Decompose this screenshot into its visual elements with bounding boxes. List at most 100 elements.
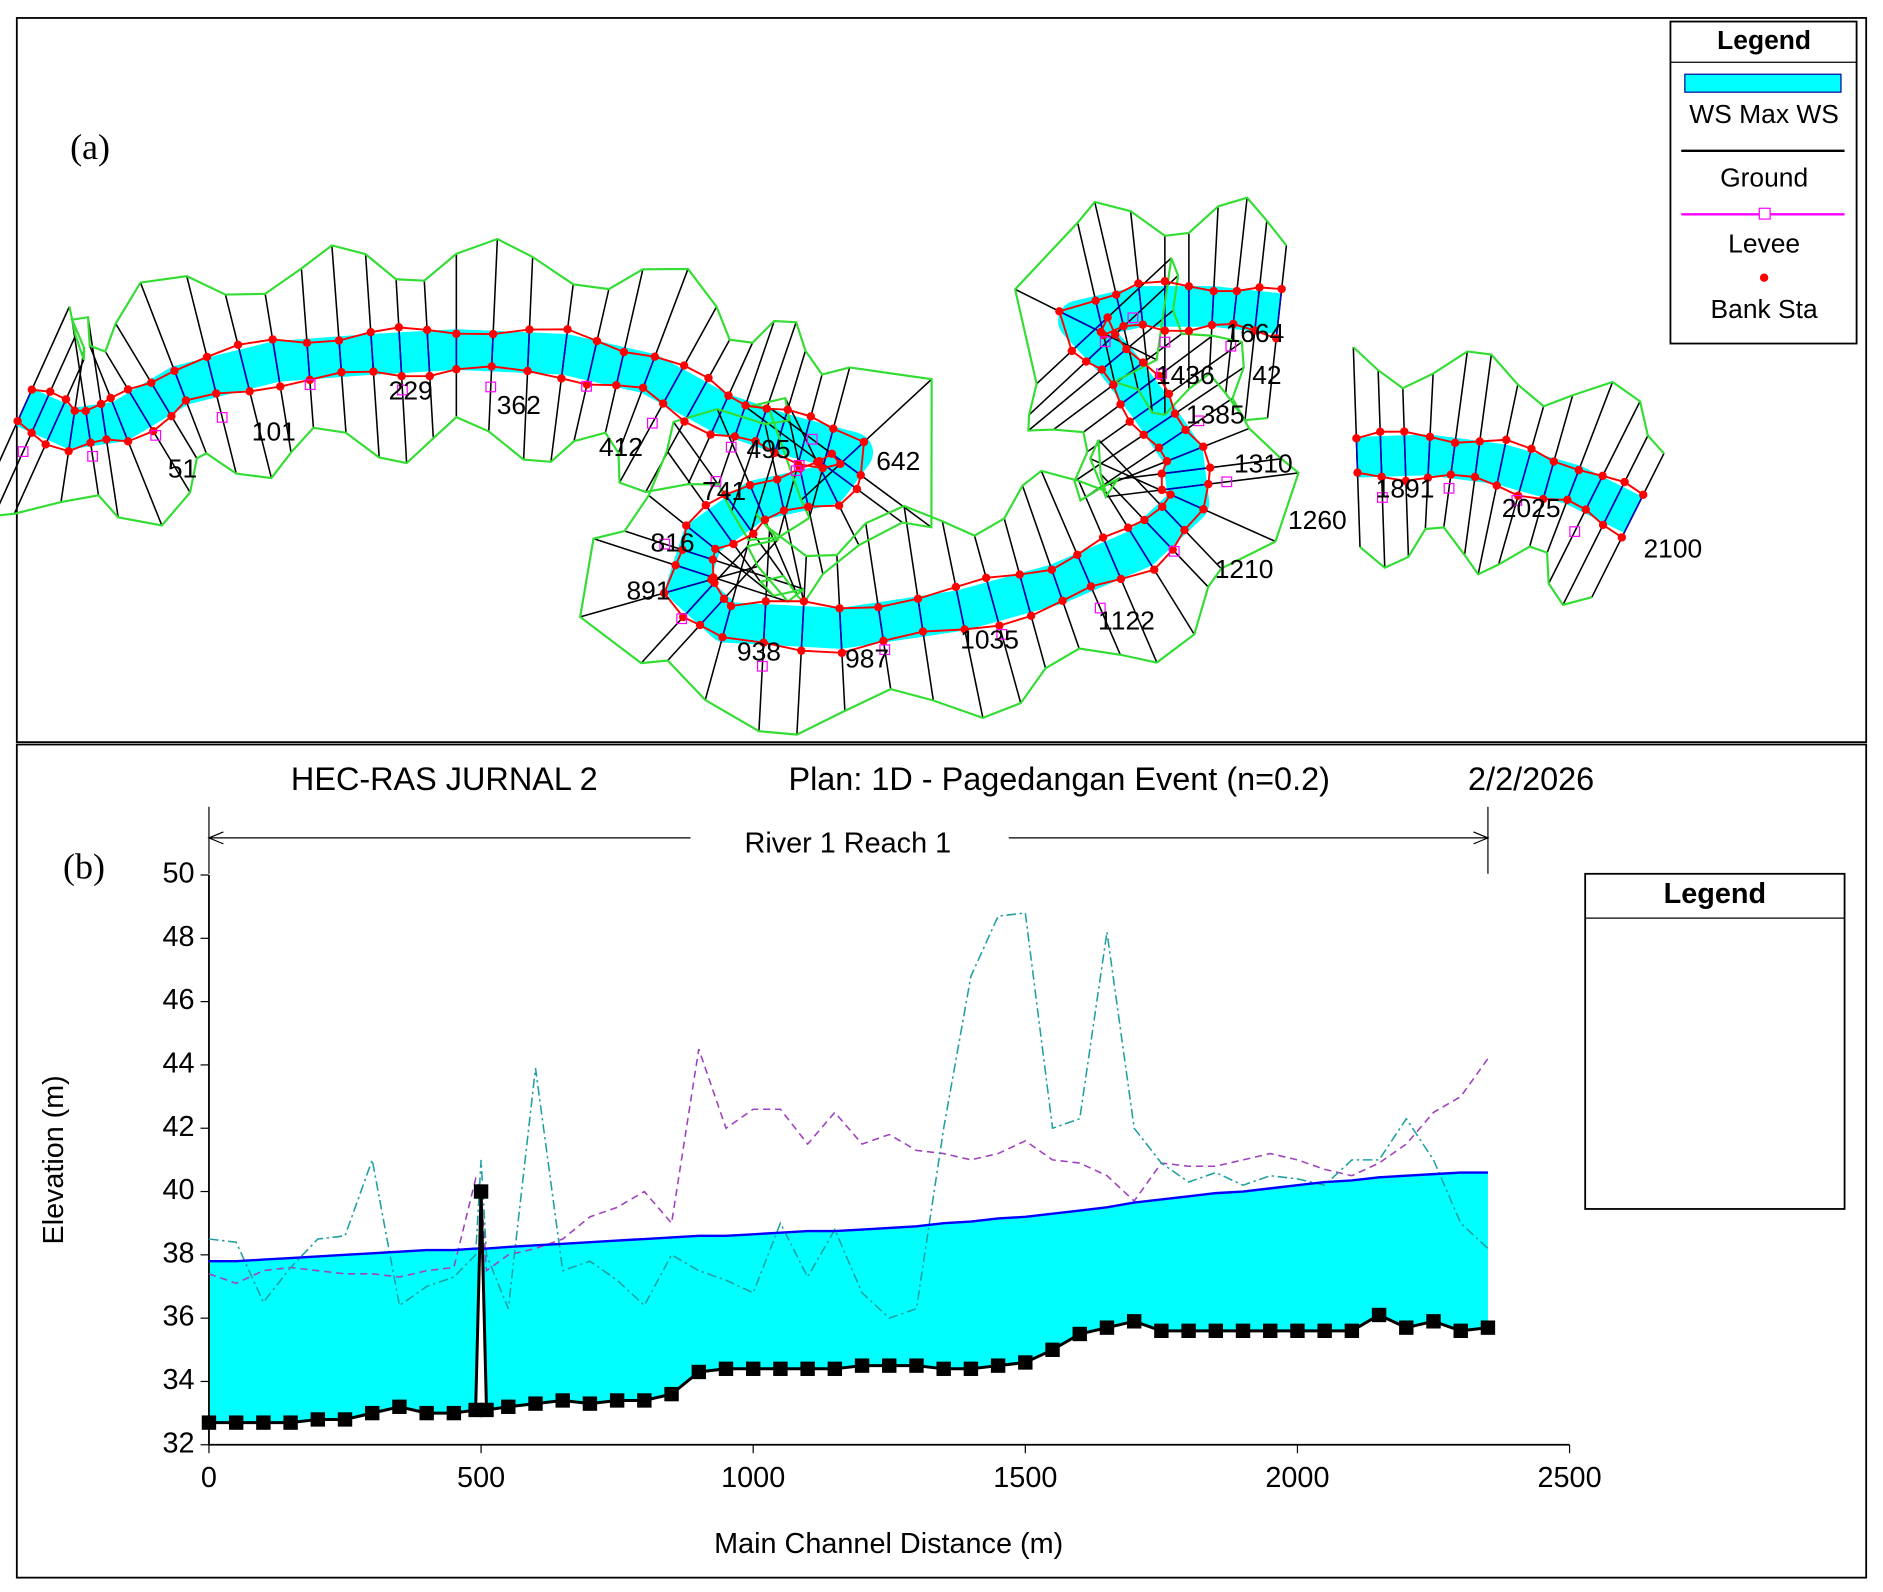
x-tick-label: 0 (201, 1462, 217, 1494)
bank-station (233, 340, 243, 350)
bank-station (1055, 307, 1064, 316)
bank-station (1639, 490, 1648, 499)
levee (1094, 602, 1106, 614)
levee (485, 381, 497, 393)
bank-station (1168, 545, 1177, 554)
station-label: 42 (1252, 360, 1281, 390)
legend-entry: Ground (1720, 163, 1808, 193)
bank-station (671, 561, 680, 570)
bank-station (592, 336, 602, 346)
bank-station (1475, 437, 1484, 446)
bank-station (1166, 490, 1175, 499)
bank-station (582, 380, 592, 389)
levee (756, 660, 768, 672)
bank-station (1091, 296, 1100, 305)
ground-marker (936, 1361, 951, 1376)
bank-station (70, 406, 79, 415)
station-label: 229 (389, 376, 433, 406)
bank-station (995, 621, 1004, 630)
ground-marker (1208, 1323, 1224, 1338)
x-tick-label: 1500 (993, 1462, 1057, 1494)
reach-boundary (1359, 526, 1593, 607)
bank-station (804, 502, 813, 511)
ws-line (561, 334, 568, 375)
bank-station (761, 597, 770, 606)
bank-station (1149, 565, 1159, 574)
ws-line (1018, 573, 1031, 613)
y-tick-label: 34 (162, 1364, 194, 1396)
reach-boundary (1352, 346, 1665, 455)
ground-marker (1344, 1323, 1360, 1338)
bank-station (797, 646, 806, 655)
ground-marker (1154, 1323, 1169, 1338)
bank-station (563, 325, 572, 334)
levee (676, 613, 688, 625)
bank-station (1162, 457, 1172, 466)
legend-title: Legend (1664, 878, 1766, 910)
panel-b-frame (15, 743, 1868, 1579)
bank-station (770, 448, 779, 458)
bank-station (708, 555, 718, 564)
ws-line (398, 332, 403, 374)
station-label: 2100 (1643, 534, 1702, 564)
ground-marker (419, 1405, 434, 1421)
bank-station (211, 389, 221, 398)
bank-station (276, 382, 285, 391)
bank-station (1098, 533, 1108, 542)
ground-marker (1181, 1323, 1196, 1338)
bank-station (1160, 326, 1170, 335)
x-tick-label: 500 (457, 1462, 505, 1494)
bank-station (1111, 290, 1121, 299)
bank-station (41, 440, 50, 449)
station-label: 1891 (1376, 474, 1435, 504)
levee (397, 384, 408, 396)
bank-station (913, 594, 923, 603)
levee (1511, 494, 1523, 506)
ws-line (685, 381, 708, 419)
levee (1168, 545, 1180, 557)
bank-station (1157, 485, 1167, 495)
bank-station (123, 437, 133, 446)
bank-station (1375, 427, 1385, 436)
bank-station (1110, 330, 1120, 339)
ws-line (1166, 483, 1208, 491)
bank-station (874, 603, 883, 612)
y-tick-label: 48 (162, 921, 194, 953)
ground-marker (1072, 1326, 1087, 1342)
bank-station (1492, 481, 1501, 490)
bank-station (1160, 277, 1170, 286)
y-tick-label: 38 (162, 1237, 194, 1269)
bank-station (1067, 346, 1077, 356)
bank-station (452, 329, 461, 338)
ws-line (1427, 434, 1431, 476)
bank-station (557, 374, 566, 383)
bank-station (1617, 533, 1627, 542)
bank-station (1199, 505, 1208, 514)
levee (1443, 482, 1455, 494)
bank-station (719, 594, 729, 603)
ground-marker (1126, 1314, 1142, 1329)
ground-marker (1399, 1320, 1414, 1335)
ground-marker (1290, 1323, 1305, 1338)
ground-marker (468, 1402, 483, 1418)
bank-station (1058, 596, 1067, 605)
bank-station (1563, 495, 1572, 505)
ground-marker (501, 1399, 516, 1414)
ground-marker (1480, 1320, 1496, 1335)
ground-marker (310, 1412, 326, 1427)
bank-station (1232, 286, 1242, 296)
ws-line (661, 368, 684, 405)
bank-station (523, 366, 532, 376)
bank-station (679, 612, 688, 622)
bank-station (181, 396, 191, 405)
bank-station (1450, 438, 1460, 448)
ws-line (762, 604, 767, 645)
bank-station (1116, 400, 1125, 409)
levee (710, 476, 722, 487)
station-label: 938 (737, 637, 781, 667)
bank-station (749, 529, 758, 538)
bank-station (1352, 434, 1361, 443)
bank-station (710, 578, 719, 587)
x-tick-label: 2500 (1538, 1462, 1602, 1494)
